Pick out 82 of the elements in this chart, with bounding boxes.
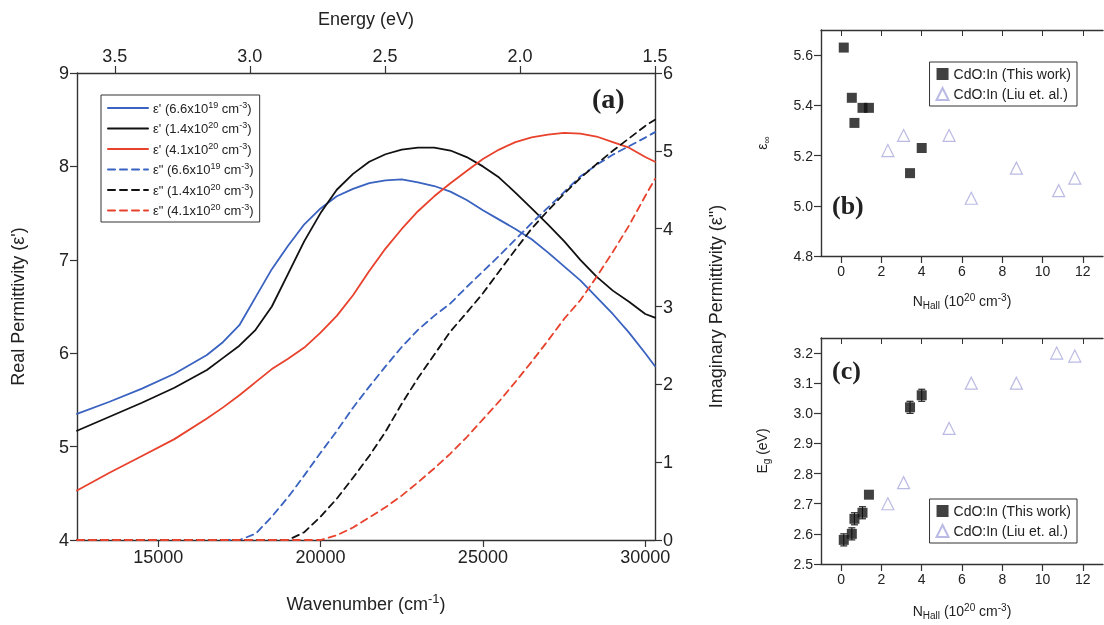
point — [896, 476, 911, 490]
x-tick-label: 20000 — [295, 547, 346, 567]
point — [896, 128, 911, 143]
x-tick-label: 4 — [917, 263, 926, 279]
x-tick-label: 12 — [1075, 571, 1091, 587]
point — [964, 376, 978, 390]
point — [881, 143, 895, 158]
y-tick-label: 3.0 — [793, 405, 814, 422]
y-tick-label: 2.9 — [793, 435, 814, 452]
legend-label: CdO:In (This work) — [953, 503, 1072, 519]
y-tick-label: 4 — [58, 530, 69, 550]
point — [881, 497, 895, 511]
y-tick-label: 6 — [58, 343, 69, 364]
y2-axis-title: Imaginary Permittivity (ε") — [706, 204, 726, 409]
x-tick-label: 0 — [837, 263, 846, 279]
x-tick-label: 8 — [998, 263, 1007, 279]
y-tick-label: 5.0 — [793, 197, 814, 214]
y-tick-label: 7 — [58, 249, 69, 270]
y-tick-label: 3.1 — [793, 375, 814, 392]
point — [863, 489, 874, 500]
x-tick-label: 12 — [1075, 263, 1091, 279]
annotation: (a) — [592, 82, 625, 114]
point — [964, 191, 978, 205]
x-tick-label: 2 — [877, 263, 886, 279]
x2-tick-label: 3.5 — [102, 46, 128, 66]
y2-tick-label: 2 — [663, 374, 674, 395]
x-tick-label: 15000 — [133, 547, 184, 567]
point — [1068, 171, 1082, 185]
y-tick-label: 5 — [58, 436, 69, 457]
point — [1009, 376, 1023, 390]
legend-label: CdO:In (Liu et. al.) — [953, 86, 1068, 102]
point — [1009, 161, 1023, 175]
y2-tick-label: 0 — [663, 530, 674, 550]
point — [846, 92, 857, 103]
x-tick-label: 2 — [877, 571, 886, 587]
x-tick-label: 10 — [1034, 263, 1051, 279]
y-tick-label: 8 — [58, 156, 69, 177]
y-tick-label: 2.6 — [793, 525, 814, 542]
point — [1050, 346, 1064, 360]
y-tick-label: 4.8 — [793, 248, 814, 264]
point — [916, 143, 927, 154]
x-tick-label: 6 — [958, 263, 967, 279]
x-tick-label: 0 — [837, 571, 846, 587]
x-tick-label: 25000 — [457, 547, 508, 567]
x-tick-label: 10 — [1034, 571, 1051, 587]
x-tick-label: 30000 — [620, 547, 671, 567]
point — [863, 102, 874, 113]
legend-label: CdO:In (Liu et. al.) — [953, 523, 1068, 539]
y-tick-label: 5.4 — [793, 97, 814, 114]
x2-axis-title: Energy (eV) — [317, 9, 415, 29]
annotation: (b) — [832, 190, 864, 220]
y-tick-label: 9 — [58, 63, 69, 83]
point — [1052, 184, 1066, 198]
y-axis-title: ε∞ — [754, 136, 772, 150]
x2-tick-label: 1.5 — [642, 46, 668, 66]
y2-tick-label: 3 — [663, 296, 674, 317]
y2-tick-label: 1 — [663, 452, 674, 473]
y-tick-label: 5.2 — [793, 147, 814, 164]
y2-tick-label: 5 — [663, 140, 674, 161]
point — [942, 128, 956, 143]
x2-tick-label: 2.0 — [507, 46, 533, 66]
y-tick-label: 2.8 — [793, 465, 814, 482]
y2-tick-label: 6 — [663, 63, 674, 83]
point — [849, 117, 860, 128]
point — [905, 168, 916, 179]
x2-tick-label: 3.0 — [237, 46, 263, 66]
y-axis-title: Real Permittivity (ε') — [8, 227, 28, 386]
x-tick-label: 8 — [998, 571, 1007, 587]
point — [838, 42, 849, 53]
point — [942, 421, 956, 435]
legend-label: CdO:In (This work) — [953, 66, 1072, 82]
x-tick-label: 6 — [958, 571, 967, 587]
x2-tick-label: 2.5 — [372, 46, 398, 66]
point — [1068, 349, 1082, 363]
x-tick-label: 4 — [917, 571, 926, 587]
y-tick-label: 2.7 — [793, 495, 814, 512]
annotation: (c) — [832, 355, 861, 385]
y2-tick-label: 4 — [663, 218, 674, 239]
y-tick-label: 5.6 — [793, 47, 814, 64]
y-tick-label: 3.2 — [793, 345, 814, 362]
y-axis-title: Eg (eV) — [754, 428, 772, 474]
y-tick-label: 2.5 — [793, 556, 814, 572]
